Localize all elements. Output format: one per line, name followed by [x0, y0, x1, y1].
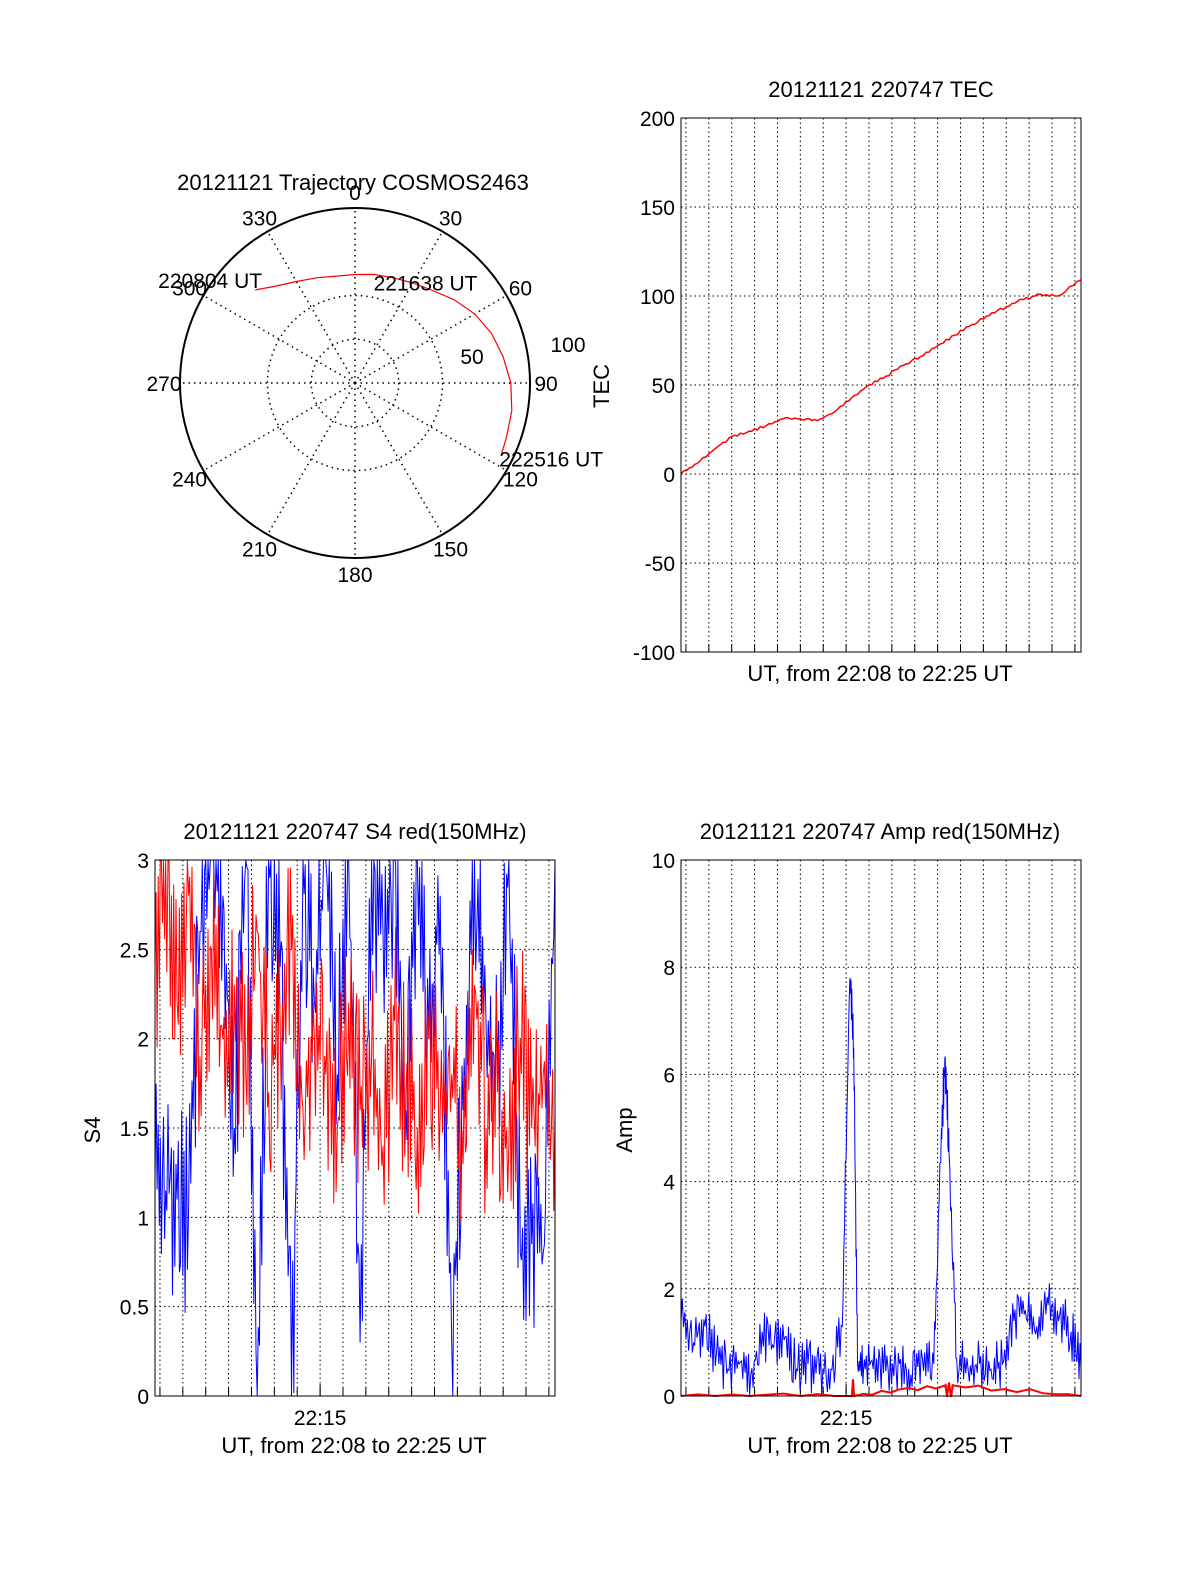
trajectory-annotations: 220804 UT 221638 UT 222516 UT	[158, 270, 603, 471]
s4-y-axis-label: S4	[80, 1117, 105, 1144]
polar-radius-label: 50	[460, 346, 483, 369]
polar-grid	[179, 207, 531, 559]
polar-angle-label: 180	[337, 564, 372, 587]
amp-chart: 20121121 220747 Amp red(150MHz) 0246810 …	[612, 819, 1082, 1458]
s4-title: 20121121 220747 S4 red(150MHz)	[183, 819, 526, 844]
s4-y-tick-labels: 0 0.5 1 1.5 2 2.5 3	[120, 850, 149, 1409]
s4-x-axis-label: UT, from 22:08 to 22:25 UT	[221, 1433, 486, 1458]
polar-angle-label: 60	[509, 278, 532, 301]
amp-y-tick-label: 10	[652, 850, 675, 873]
polar-angle-label: 300	[172, 278, 207, 301]
trajectory-annotation: 222516 UT	[499, 448, 603, 471]
s4-plot-frame	[154, 859, 556, 1397]
polar-spoke	[354, 382, 444, 535]
tec-plot-frame	[680, 117, 1082, 653]
polar-outer-circle	[179, 207, 531, 559]
trajectory-line	[255, 273, 513, 455]
s4-y-tick-label: 1.5	[120, 1118, 149, 1141]
tec-y-tick-label: 0	[663, 464, 675, 487]
polar-spoke	[266, 231, 356, 384]
amp-y-tick-labels: 0 2 4 6 8 10	[652, 850, 676, 1409]
polar-angle-label: 30	[439, 208, 462, 231]
polar-radius-labels: 50 100	[460, 334, 585, 369]
s4-y-tick-label: 2.5	[120, 939, 149, 962]
tec-x-axis-label: UT, from 22:08 to 22:25 UT	[747, 661, 1012, 686]
tec-y-tick-label: 200	[640, 108, 675, 131]
amp-y-tick-label: 0	[663, 1386, 675, 1409]
amp-y-tick-label: 2	[663, 1279, 675, 1302]
amp-grid	[681, 860, 1081, 1396]
tec-y-tick-label: -100	[633, 642, 675, 665]
s4-y-tick-label: 3	[137, 850, 149, 873]
polar-angle-label: 210	[242, 538, 277, 561]
tec-y-axis-label: TEC	[589, 364, 614, 408]
amp-red-series-line	[680, 1379, 1082, 1398]
tec-y-tick-labels: -100 -50 0 50 100 150 200	[633, 108, 675, 665]
amp-y-tick-label: 4	[663, 1172, 675, 1195]
tec-y-tick-label: 150	[640, 197, 675, 220]
polar-ring	[310, 338, 400, 428]
tec-y-tick-label: 100	[640, 286, 675, 309]
s4-y-tick-label: 1	[137, 1207, 149, 1230]
amp-blue-series-line	[680, 977, 1082, 1397]
polar-angle-label: 330	[242, 208, 277, 231]
tec-series-line	[680, 279, 1082, 475]
tec-y-tick-label: 50	[652, 375, 675, 398]
amp-y-tick-label: 8	[663, 957, 675, 980]
amp-y-tick-label: 6	[663, 1064, 675, 1087]
s4-y-tick-label: 0	[137, 1386, 149, 1409]
tec-title: 20121121 220747 TEC	[768, 77, 994, 102]
polar-trajectory-chart: 20121121 Trajectory COSMOS2463 0 30 60 90 12…	[146, 170, 603, 587]
trajectory-annotation: 221638 UT	[374, 273, 478, 296]
s4-y-tick-label: 0.5	[120, 1297, 149, 1320]
amp-x-tick-label: 22:15	[820, 1407, 873, 1430]
tec-chart: 20121121 220747 TEC -100-50050100150200 …	[589, 77, 1082, 686]
polar-spoke	[203, 382, 356, 472]
polar-ring	[266, 294, 444, 472]
polar-spoke	[354, 382, 507, 472]
polar-angle-label: 90	[534, 373, 557, 396]
polar-spoke	[354, 294, 507, 384]
polar-title: 20121121 Trajectory COSMOS2463	[177, 170, 529, 195]
tec-y-tick-label: -50	[645, 553, 675, 576]
polar-spoke	[266, 382, 356, 535]
polar-angle-label: 120	[503, 469, 538, 492]
polar-angle-label: 270	[146, 373, 181, 396]
s4-red-series-line	[154, 858, 556, 1223]
polar-angle-labels: 0 30 60 90 120 150 180 210 240 270 300 330	[146, 182, 557, 587]
s4-x-tick-label: 22:15	[294, 1407, 347, 1430]
tec-grid	[681, 118, 1081, 652]
polar-radius-label: 100	[550, 334, 585, 357]
amp-x-axis-label: UT, from 22:08 to 22:25 UT	[747, 1433, 1012, 1458]
amp-plot-frame	[680, 859, 1082, 1397]
amp-title: 20121121 220747 Amp red(150MHz)	[700, 819, 1060, 844]
s4-chart: 20121121 220747 S4 red(150MHz) 0 0.5 1 1.5 2…	[80, 819, 556, 1458]
trajectory-annotation: 220804 UT	[158, 270, 262, 293]
s4-y-tick-label: 2	[137, 1029, 149, 1052]
polar-angle-label: 240	[172, 469, 207, 492]
polar-angle-label: 0	[349, 182, 361, 205]
polar-angle-label: 150	[433, 538, 468, 561]
amp-y-axis-label: Amp	[612, 1107, 637, 1152]
